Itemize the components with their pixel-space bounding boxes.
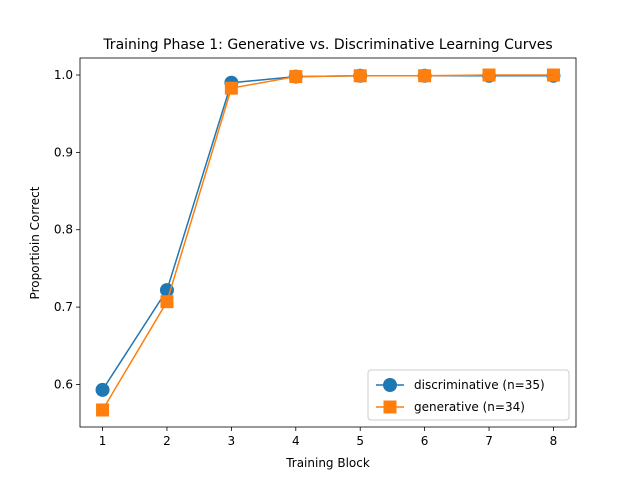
y-tick-label: 0.8 — [54, 223, 73, 237]
x-tick-label: 5 — [356, 434, 364, 448]
data-point-series-1 — [224, 81, 238, 95]
legend-marker-0 — [383, 378, 397, 392]
chart-title: Training Phase 1: Generative vs. Discrim… — [102, 37, 552, 53]
y-tick-label: 1.0 — [54, 68, 73, 82]
data-point-series-1 — [289, 70, 303, 84]
y-tick-label: 0.6 — [54, 377, 73, 391]
x-tick-label: 3 — [228, 434, 236, 448]
legend-marker-1 — [383, 400, 397, 414]
x-tick-label: 2 — [163, 434, 171, 448]
y-tick-label: 0.9 — [54, 145, 73, 159]
data-point-series-1 — [546, 68, 560, 82]
data-point-series-1 — [353, 69, 367, 83]
data-point-series-1 — [482, 68, 496, 82]
y-axis-label: Proportioin Correct — [28, 186, 42, 299]
series-line-1 — [101, 74, 554, 411]
data-point-series-1 — [160, 295, 174, 309]
x-tick-label: 6 — [421, 434, 429, 448]
axes-frame — [79, 57, 577, 428]
legend-label-0: discriminative (n=35) — [414, 378, 545, 392]
data-point-series-1 — [418, 69, 432, 83]
x-tick-label: 4 — [292, 434, 300, 448]
x-axis-label: Training Block — [285, 456, 370, 470]
data-point-series-0 — [159, 283, 174, 298]
x-tick-label: 8 — [550, 434, 558, 448]
plot-area: 1 2 3 4 5 6 7 8 0.6 0.7 0.8 0.9 1.0 — [54, 57, 577, 448]
data-point-series-0 — [95, 382, 110, 397]
legend-box — [367, 369, 570, 421]
legend-label-1: generative (n=34) — [414, 400, 525, 414]
legend: discriminative (n=35) generative (n=34) — [367, 369, 570, 421]
data-point-series-1 — [96, 403, 110, 417]
x-tick-label: 1 — [99, 434, 107, 448]
x-tick-label: 7 — [485, 434, 493, 448]
y-tick-label: 0.7 — [54, 300, 73, 314]
